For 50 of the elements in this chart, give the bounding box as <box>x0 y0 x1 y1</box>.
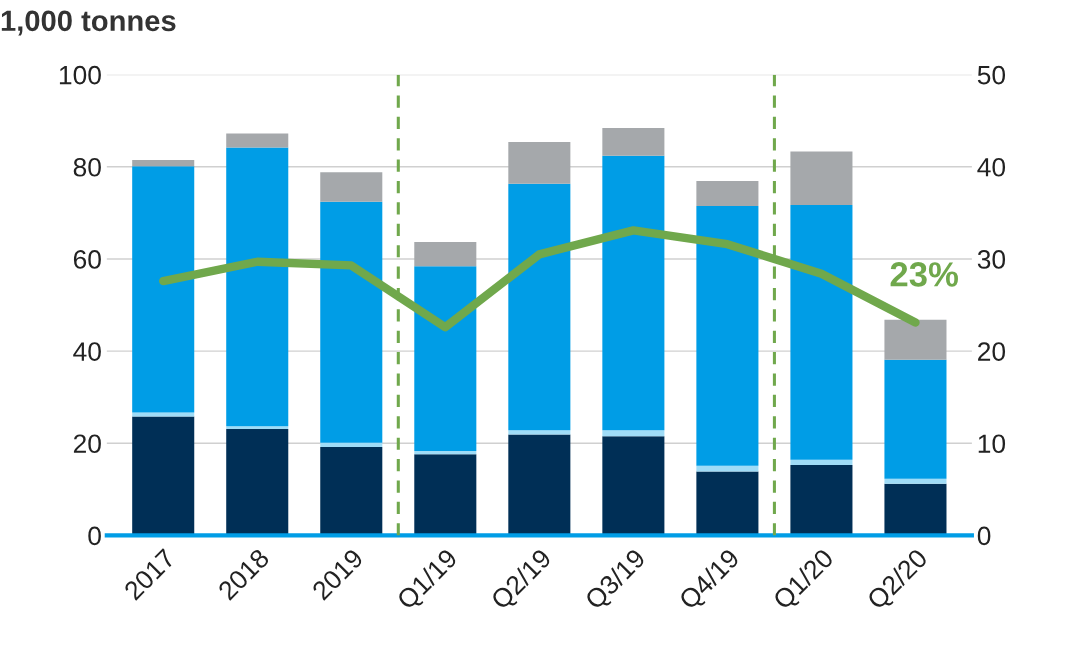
bar <box>790 459 853 465</box>
bar <box>320 442 383 447</box>
bar <box>696 181 759 206</box>
y2-tick-label: 50 <box>977 65 1006 85</box>
bar <box>132 412 195 417</box>
y2-tick-label: 20 <box>978 342 1006 361</box>
bar <box>508 430 571 435</box>
bar <box>132 159 195 167</box>
y-tick-label: 40 <box>73 342 101 361</box>
bar <box>414 266 477 452</box>
y2-tick-label: 40 <box>977 157 1006 177</box>
bar <box>414 241 477 267</box>
bar <box>320 201 383 443</box>
bar <box>790 151 853 206</box>
bar <box>884 319 947 360</box>
y-tick-label: 60 <box>73 250 101 269</box>
bar <box>602 155 665 431</box>
bar <box>226 133 289 148</box>
bar <box>132 166 195 413</box>
bar <box>508 434 571 536</box>
bar <box>320 446 383 536</box>
y2-tick-label: 10 <box>978 434 1006 454</box>
bar <box>414 451 477 455</box>
bar <box>132 416 195 536</box>
bar <box>884 483 947 536</box>
y-tick-label: 100 <box>59 65 101 85</box>
chart-title: 1,000 tonnes <box>1 10 176 36</box>
bar <box>602 436 665 536</box>
annotation: 23% <box>890 262 958 287</box>
bar <box>508 183 571 431</box>
bar <box>790 464 853 536</box>
bar <box>790 205 853 460</box>
bar <box>602 430 665 437</box>
bar <box>226 426 289 429</box>
bar <box>696 471 759 536</box>
y-tick-label: 0 <box>88 526 101 546</box>
bar <box>226 428 289 536</box>
bar <box>508 141 571 184</box>
y2-tick-label: 0 <box>977 526 991 546</box>
bar <box>320 172 383 202</box>
bar <box>226 147 289 427</box>
bar <box>696 205 759 466</box>
bar <box>696 465 759 472</box>
bar <box>414 454 477 536</box>
bar <box>884 359 947 479</box>
y2-tick-label: 30 <box>977 250 1006 269</box>
y-tick-label: 20 <box>73 434 101 454</box>
bar <box>884 478 947 484</box>
bar <box>602 128 665 156</box>
y-tick-label: 80 <box>73 157 101 177</box>
